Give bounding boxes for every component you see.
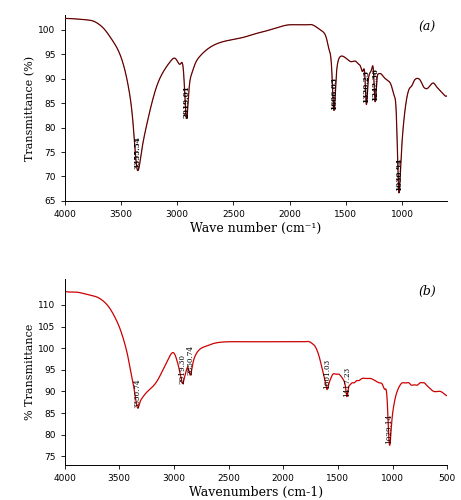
Text: 1417.23: 1417.23 — [343, 366, 351, 396]
Text: 1030.94: 1030.94 — [395, 158, 402, 191]
Text: (a): (a) — [419, 20, 436, 34]
Text: 1320.23: 1320.23 — [362, 70, 370, 103]
Text: 3330.74: 3330.74 — [134, 378, 142, 408]
Text: 1029.14: 1029.14 — [385, 414, 393, 444]
X-axis label: Wavenumbers (cm-1): Wavenumbers (cm-1) — [189, 486, 323, 499]
Y-axis label: Transmittance (%): Transmittance (%) — [25, 56, 35, 160]
Text: 3355.54: 3355.54 — [133, 136, 141, 169]
Text: 2850.74: 2850.74 — [186, 345, 194, 375]
Y-axis label: % Transmittance: % Transmittance — [25, 324, 35, 420]
Text: (b): (b) — [418, 284, 436, 298]
Text: 1601.03: 1601.03 — [323, 359, 331, 390]
Text: 1606.03: 1606.03 — [330, 78, 338, 110]
Text: 2919.01: 2919.01 — [182, 85, 190, 118]
Text: 1242.36: 1242.36 — [371, 68, 379, 100]
X-axis label: Wave number (cm⁻¹): Wave number (cm⁻¹) — [190, 222, 321, 235]
Text: 2919.30: 2919.30 — [179, 354, 187, 384]
